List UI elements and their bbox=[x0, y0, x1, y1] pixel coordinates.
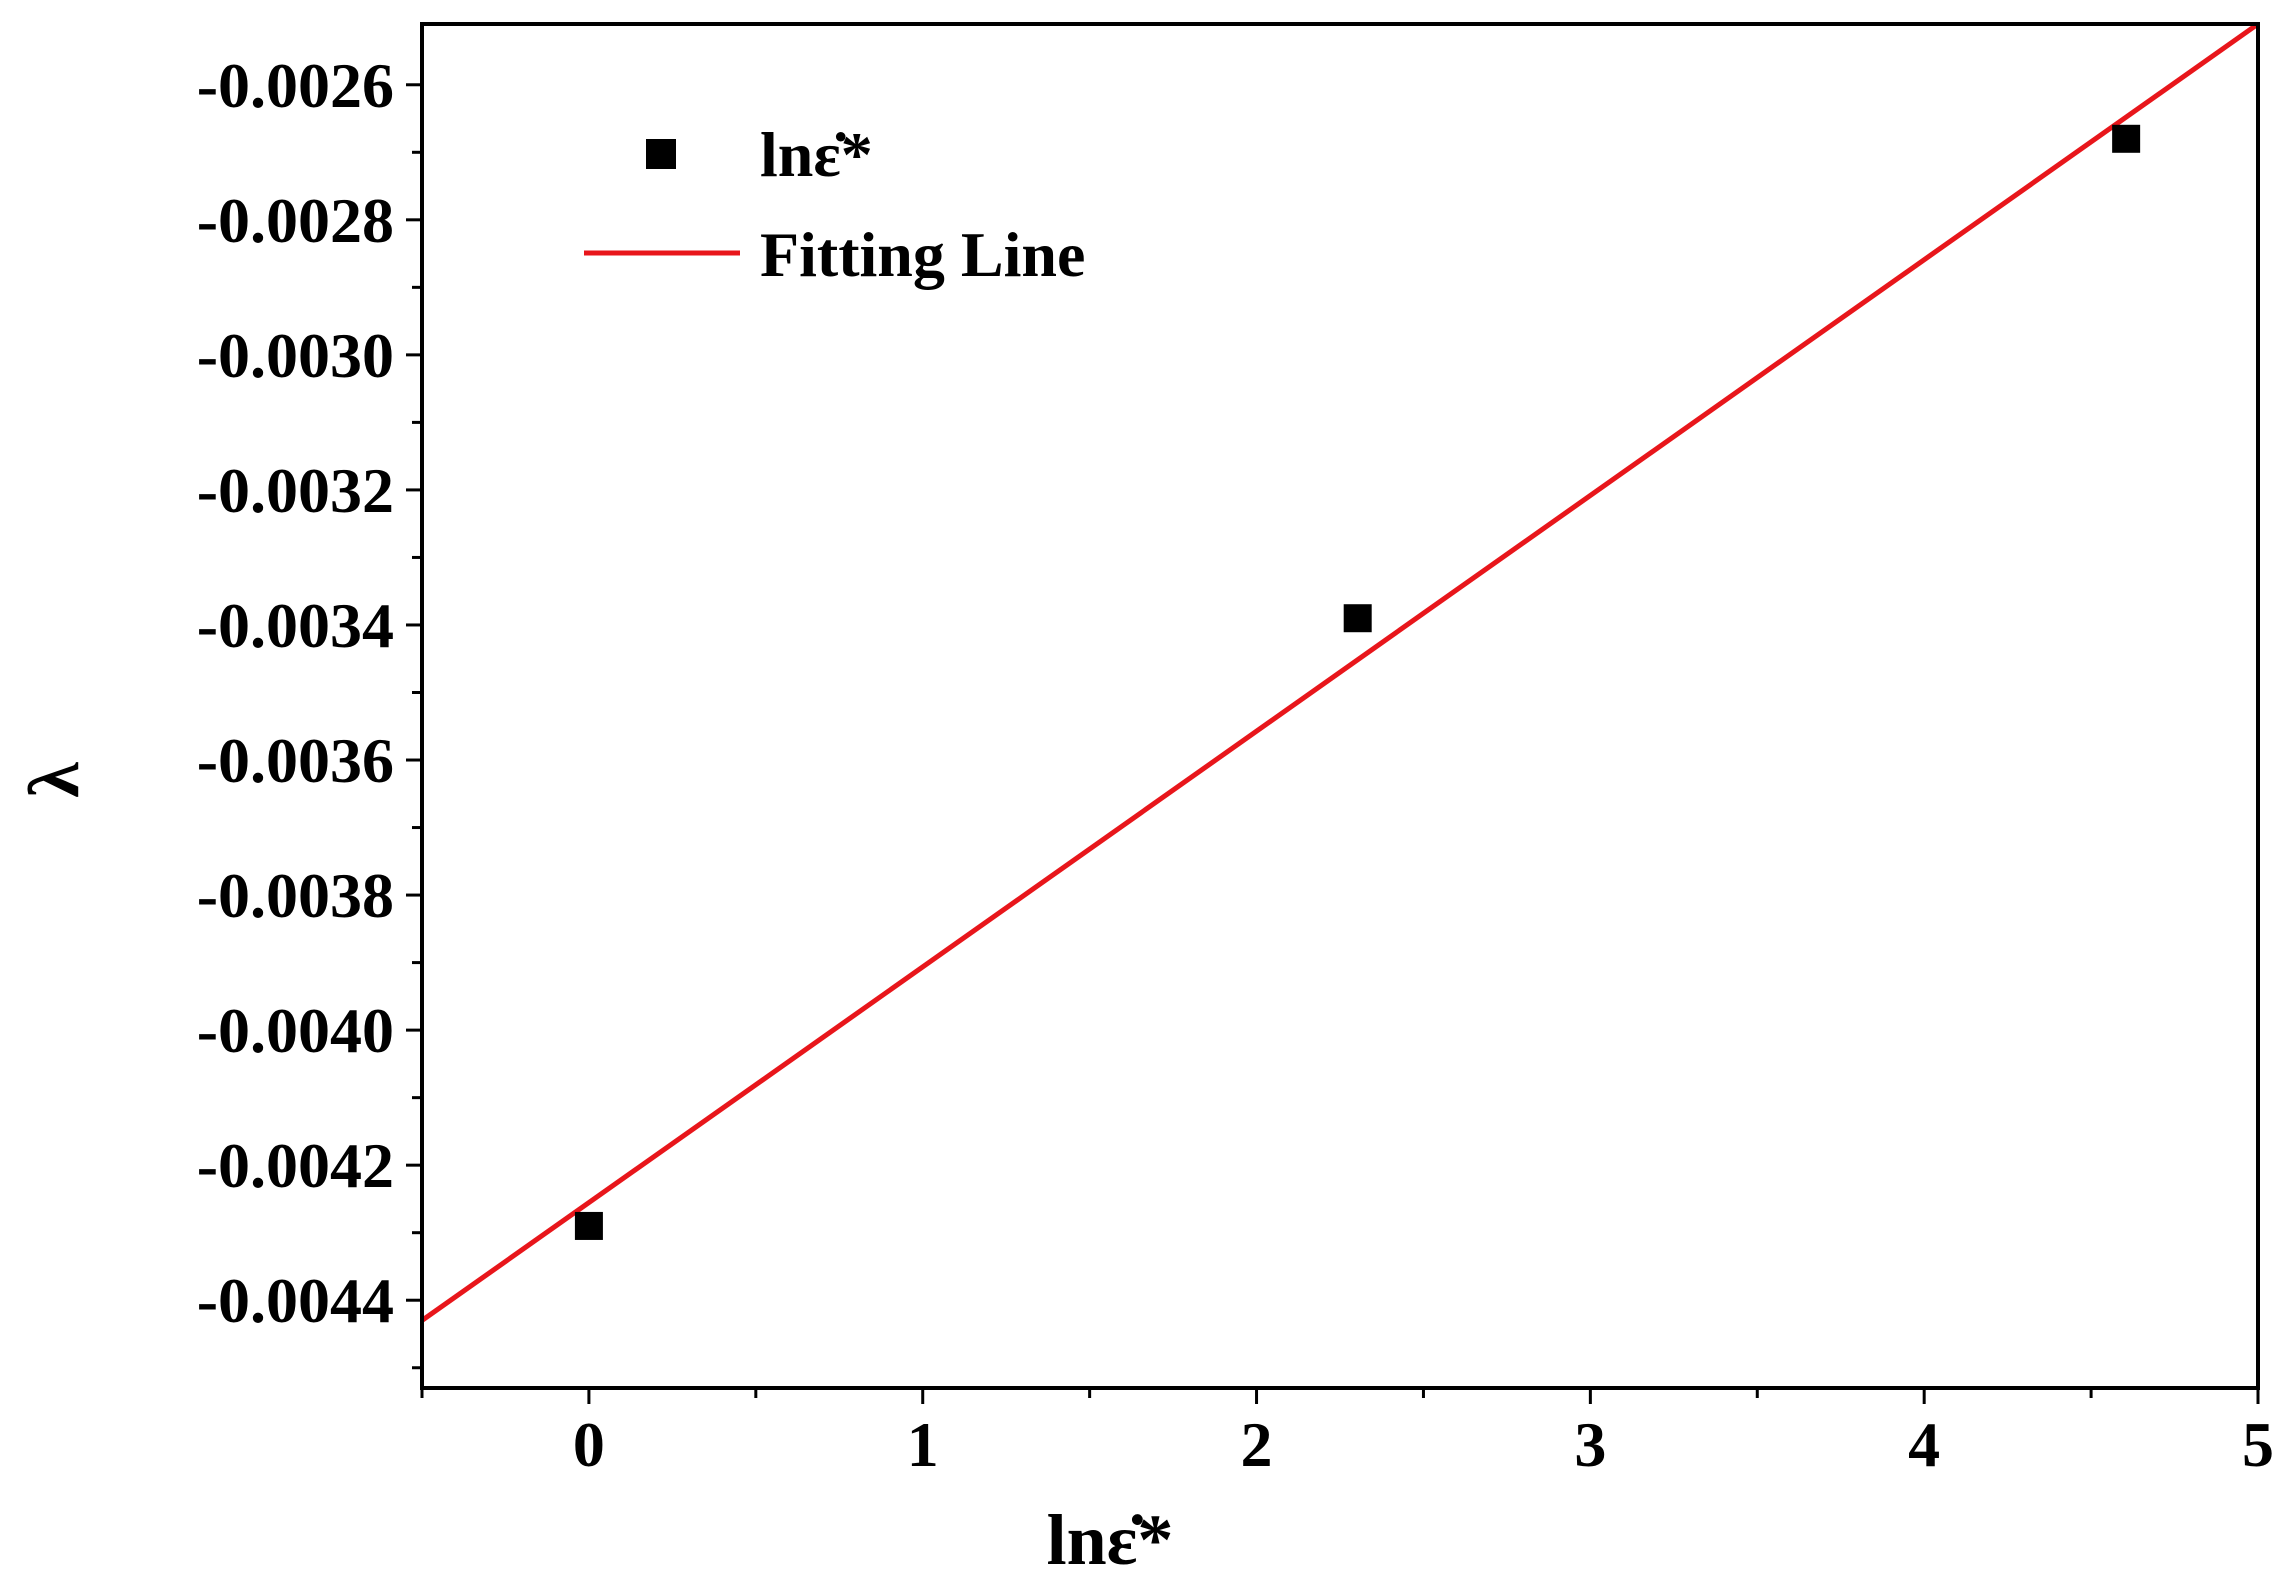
plot-area bbox=[422, 24, 2258, 1323]
x-tick-label: 3 bbox=[1574, 1409, 1606, 1480]
legend-label-data: lnε̇* bbox=[760, 119, 873, 190]
data-point bbox=[2112, 124, 2141, 153]
data-point bbox=[574, 1211, 603, 1240]
y-tick-label: -0.0026 bbox=[197, 50, 394, 121]
y-tick-label: -0.0028 bbox=[197, 185, 394, 256]
y-tick-label: -0.0036 bbox=[197, 725, 394, 796]
data-point bbox=[1343, 604, 1372, 633]
x-tick-label: 5 bbox=[2242, 1409, 2274, 1480]
y-tick-label: -0.0044 bbox=[197, 1265, 394, 1336]
y-tick-label: -0.0040 bbox=[197, 995, 394, 1066]
y-tick-label: -0.0034 bbox=[197, 590, 394, 661]
y-tick-label: -0.0038 bbox=[197, 860, 394, 931]
y-axis-title: λ bbox=[14, 762, 94, 798]
x-tick-label: 0 bbox=[573, 1409, 605, 1480]
legend-marker-square bbox=[646, 139, 676, 169]
x-tick-label: 1 bbox=[907, 1409, 939, 1480]
legend: lnε̇* Fitting Line bbox=[584, 119, 1085, 290]
y-tick-label: -0.0030 bbox=[197, 320, 394, 391]
legend-label-fit: Fitting Line bbox=[760, 219, 1085, 290]
axes: 0 1 2 3 4 5 -0.0026 -0.0028 -0.0030 -0.0032 -0.003… bbox=[14, 22, 2274, 1579]
x-tick-label: 2 bbox=[1241, 1409, 1273, 1480]
fitting-line bbox=[422, 24, 2258, 1323]
y-tick-label: -0.0042 bbox=[197, 1130, 394, 1201]
x-axis-title: lnε̇* bbox=[1047, 1500, 1174, 1579]
y-tick-label: -0.0032 bbox=[197, 455, 394, 526]
plot-frame bbox=[420, 22, 2260, 1390]
x-tick-label: 4 bbox=[1908, 1409, 1940, 1480]
